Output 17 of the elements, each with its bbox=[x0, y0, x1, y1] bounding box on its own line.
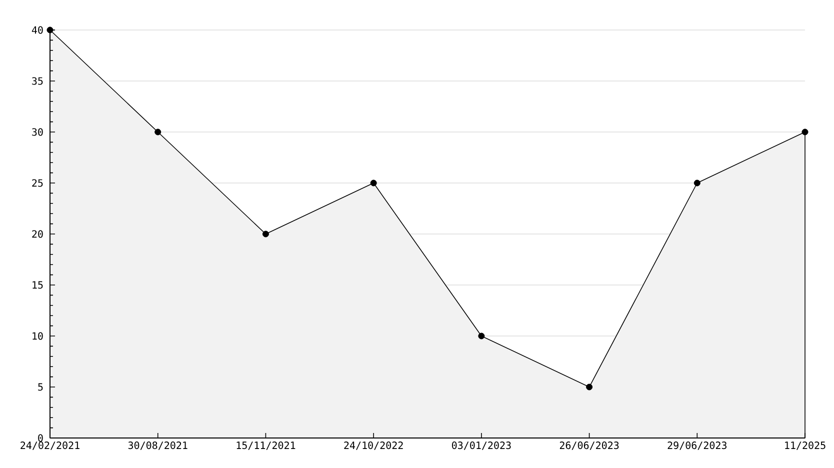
x-tick-label: 26/06/2023 bbox=[560, 442, 619, 450]
x-tick-label: 30/08/2021 bbox=[128, 442, 188, 450]
y-tick-label: 35 bbox=[32, 77, 43, 85]
y-tick-label: 10 bbox=[32, 332, 43, 340]
x-tick-label: 24/02/2021 bbox=[20, 442, 80, 450]
y-tick-label: 25 bbox=[32, 179, 43, 187]
y-tick-label: 20 bbox=[32, 230, 43, 238]
y-tick-label: 30 bbox=[32, 128, 43, 136]
x-tick-label: 15/11/2021 bbox=[236, 442, 296, 450]
x-tick-label: 24/10/2022 bbox=[344, 442, 403, 450]
y-tick-label: 40 bbox=[32, 26, 43, 34]
y-tick-label: 0 bbox=[38, 434, 43, 442]
y-tick-label: 5 bbox=[38, 383, 43, 391]
x-tick-label: 29/06/2023 bbox=[668, 442, 726, 450]
y-tick-label: 15 bbox=[32, 281, 43, 289]
x-tick-label: 03/01/2023 bbox=[452, 442, 511, 450]
x-tick-label: 11/2025 bbox=[785, 442, 826, 450]
